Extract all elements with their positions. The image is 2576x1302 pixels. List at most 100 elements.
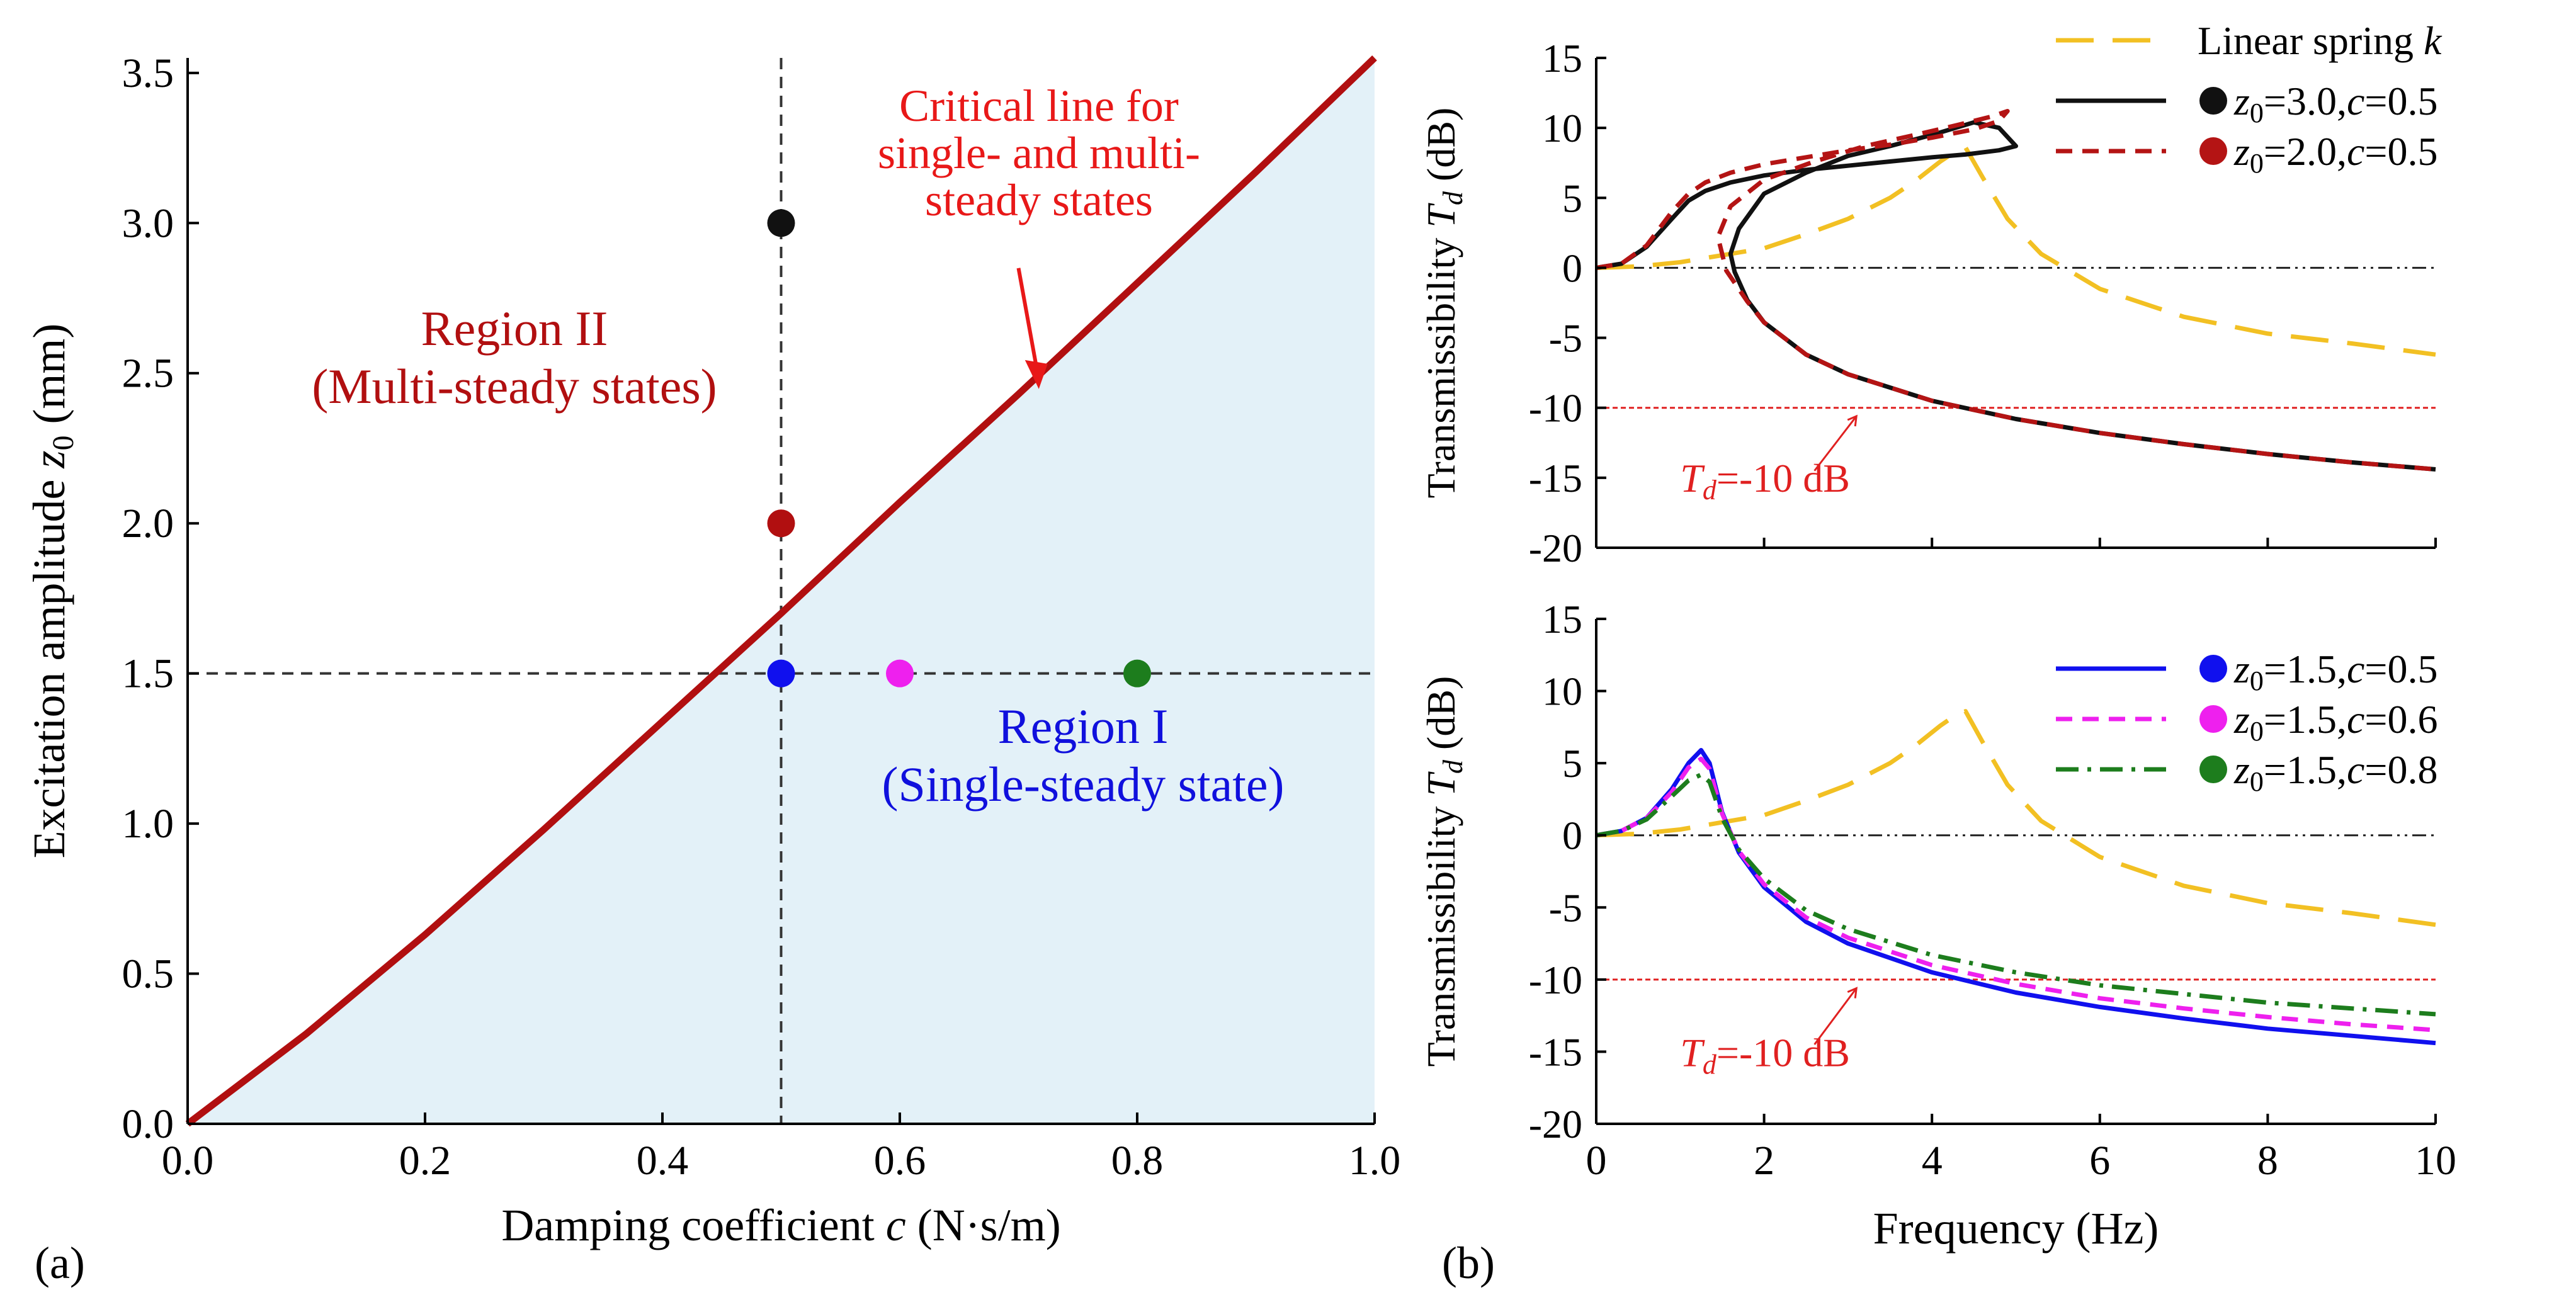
text-span: T [1680,1030,1705,1075]
td-ref-label: Td=-10 dB [1680,456,1850,506]
td-ref-arrowhead [1847,987,1858,999]
text-span: Excitation amplitude [24,468,74,859]
legend-text-0: Linear spring k [2198,18,2443,63]
y-tick-label: -5 [1549,885,1582,930]
text-span: c [886,1200,906,1250]
td-ref-arrow [1813,987,1858,1045]
panel-label-a: (a) [35,1238,85,1288]
text-span: d [1703,1049,1717,1080]
legend-marker-2 [2199,137,2227,165]
text-span: T [1680,456,1705,501]
critical-line-arrowhead [1024,359,1048,389]
x-tick-label: 0.4 [637,1138,689,1184]
x-tick-label: 0.2 [399,1138,451,1184]
legend-marker-1 [2199,87,2227,115]
text-span: T [1419,771,1463,796]
text-span: 0 [2250,716,2264,747]
x-tick-label: 8 [2257,1138,2278,1184]
x-tick-label: 0 [1586,1138,1607,1184]
y-tick-label: -15 [1529,456,1582,501]
text-span: Damping coefficient [501,1200,885,1250]
legend-marker-3 [2199,756,2227,783]
text-span: c [2347,129,2364,174]
region-i-label: Region I [998,699,1169,754]
y-tick-label: 3.5 [122,50,174,96]
text-span: z [2233,129,2250,174]
region-ii-label: (Multi-steady states) [312,359,717,414]
operating-point-4 [1123,659,1151,688]
text-span: (mm) [24,324,74,436]
operating-point-3 [886,659,914,688]
text-span: z [2233,79,2250,123]
text-span: =1.5, [2264,697,2347,742]
text-span: =0.5 [2364,129,2437,174]
y-tick-label: 2.5 [122,351,174,397]
y-tick-label: -20 [1529,526,1582,570]
operating-point-1 [767,509,795,538]
text-span: z [24,451,74,469]
text-span: c [2347,747,2364,792]
critical-line-label: single- and multi- [878,128,1200,178]
y-axis-label: Transmissibility Td (dB) [1419,108,1468,499]
text-span: c [2347,647,2364,691]
x-tick-label: 1.0 [1349,1138,1401,1184]
text-span: z [2233,647,2250,691]
text-span: c [2347,697,2364,742]
td-ref-arrow [1813,416,1858,472]
legend-text-1: z0=1.5,c=0.5 [2233,647,2438,696]
text-span: 0 [2250,148,2264,179]
region-ii-label: Region II [421,301,608,356]
y-axis-label: Transmissibility Td (dB) [1419,676,1468,1067]
text-span: 0 [2250,98,2264,128]
y-tick-label: 15 [1542,597,1582,642]
text-span: =1.5, [2264,747,2347,792]
text-span: z [2233,747,2250,792]
text-span: 0 [2250,665,2264,696]
text-span: =0.8 [2364,747,2437,792]
critical-line-label: steady states [925,175,1153,225]
y-tick-label: 15 [1542,36,1582,81]
y-tick-label: -20 [1529,1102,1582,1146]
y-tick-label: 0.5 [122,951,174,997]
td-ref-label: Td=-10 dB [1680,1030,1850,1080]
x-axis-label: Damping coefficient c (N·s/m) [501,1200,1060,1250]
y-tick-label: 0 [1562,813,1582,858]
y-tick-label: 1.5 [122,651,174,697]
x-tick-label: 2 [1754,1138,1774,1184]
text-span: c [2347,79,2364,123]
x-tick-label: 0.0 [162,1138,214,1184]
critical-line [185,55,1377,1127]
x-tick-label: 0.8 [1111,1138,1164,1184]
y-tick-label: 2.0 [122,501,174,546]
operating-point-2 [767,659,795,688]
legend-text-3: z0=1.5,c=0.8 [2233,747,2438,797]
y-tick-label: -5 [1549,316,1582,361]
operating-point-0 [767,209,795,237]
td-ref-arrowhead [1847,414,1858,427]
region-i-label: (Single-steady state) [882,757,1285,812]
x-tick-label: 6 [2089,1138,2110,1184]
y-tick-label: 10 [1542,669,1582,714]
legend-marker-2 [2199,705,2227,733]
text-span: 0 [2250,766,2264,797]
series-line-2 [1596,756,2436,1033]
text-span: Linear spring [2198,18,2424,63]
text-span: =0.5 [2364,647,2437,691]
text-span: T [1419,203,1463,228]
text-span: d [1438,759,1468,774]
text-span: =3.0, [2264,79,2347,123]
critical-line-arrow [1016,268,1038,367]
y-tick-label: 0.0 [122,1101,174,1147]
y-tick-label: 1.0 [122,801,174,847]
text-span: z [2233,697,2250,742]
series-line-0 [1596,709,2436,927]
y-tick-label: 3.0 [122,200,174,246]
text-span: =-10 dB [1716,456,1850,501]
panel-label-b: (b) [1442,1238,1495,1288]
y-tick-label: 10 [1542,106,1582,150]
text-span: d [1703,475,1717,506]
text-span: d [1438,191,1468,205]
series-line-2 [1596,109,2436,472]
text-span: Transmissibility [1419,228,1463,499]
